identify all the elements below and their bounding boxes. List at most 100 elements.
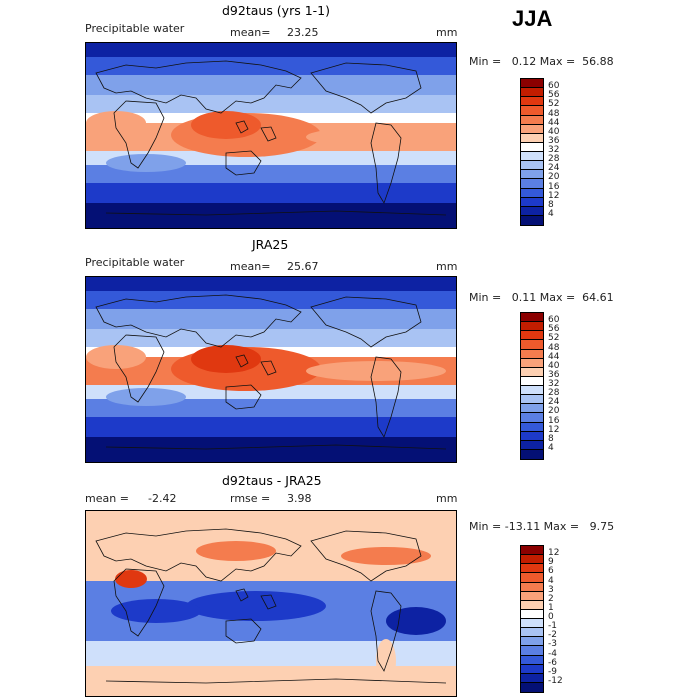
- map-warmpool-core: [191, 345, 261, 373]
- map-band: [86, 417, 456, 437]
- coastline: [95, 60, 302, 114]
- colorbar-tick-label: -9: [548, 666, 557, 677]
- panel-3-title: d92taus - JRA25: [222, 473, 322, 488]
- colorbar-swatch: [521, 386, 543, 396]
- panel-2-title: JRA25: [252, 237, 289, 252]
- panel-2-units: mm: [436, 260, 458, 273]
- map-positive-anomaly: [341, 547, 431, 565]
- colorbar-swatch: [521, 655, 543, 665]
- coastline: [310, 530, 422, 582]
- coastline: [260, 594, 277, 610]
- colorbar-tick-label: 32: [548, 145, 560, 155]
- season-label: JJA: [512, 6, 553, 31]
- colorbar-tick-label: 20: [548, 406, 560, 417]
- colorbar-tick-label: 40: [548, 360, 560, 371]
- colorbar-swatch: [521, 313, 543, 323]
- colorbar-tick-label: 2: [548, 593, 554, 604]
- colorbar-tick-label: 16: [548, 181, 560, 192]
- colorbar-tick-label: -1: [548, 621, 557, 632]
- panel-1-minmax: Min = 0.12 Max = 56.88: [469, 55, 614, 68]
- colorbar-swatch: [521, 609, 543, 619]
- colorbar-tick-label: 28: [548, 154, 560, 165]
- coastline: [370, 122, 402, 204]
- colorbar-tick-label: 12: [548, 548, 560, 559]
- colorbar-tick-label: -6: [548, 657, 557, 668]
- colorbar-swatch: [521, 206, 543, 216]
- coastline: [95, 294, 302, 348]
- colorbar-swatch: [521, 646, 543, 656]
- colorbar-tick-label: 16: [548, 415, 560, 426]
- colorbar-swatch: [521, 440, 543, 450]
- panel-2-colorbar: [520, 312, 544, 460]
- colorbar-tick-label: 24: [548, 397, 560, 408]
- colorbar-tick-label: 0: [548, 612, 554, 622]
- coastline: [260, 360, 277, 376]
- panel-1-title: d92taus (yrs 1-1): [222, 3, 331, 18]
- panel-2-mean-label: mean=: [230, 260, 271, 273]
- map-band: [86, 641, 456, 666]
- map-positive-anomaly: [376, 639, 396, 683]
- map-band: [86, 309, 456, 329]
- coastline: [370, 590, 402, 672]
- panel-2-field-label: Precipitable water: [85, 256, 185, 269]
- colorbar-tick-label: 6: [548, 566, 554, 577]
- colorbar-tick-label: 56: [548, 90, 560, 101]
- colorbar-tick-label: 56: [548, 324, 560, 335]
- coastline: [105, 678, 447, 684]
- colorbar-tick-label: 60: [548, 315, 560, 326]
- map-band: [86, 277, 456, 291]
- colorbar-swatch: [521, 413, 543, 423]
- panel-3-mean-value: -2.42: [148, 492, 177, 505]
- coastline: [235, 354, 249, 368]
- map-band: [86, 95, 456, 113]
- colorbar-swatch: [521, 79, 543, 89]
- colorbar-tick-label: 4: [548, 208, 554, 219]
- panel-2-mean-value: 25.67: [287, 260, 319, 273]
- panel-1-mean-label: mean=: [230, 26, 271, 39]
- coastline: [113, 100, 165, 169]
- coastline: [113, 334, 165, 403]
- colorbar-swatch: [521, 404, 543, 414]
- colorbar-tick-label: 20: [548, 172, 560, 183]
- colorbar-tick-label: 48: [548, 342, 560, 353]
- coastline: [95, 528, 302, 582]
- panel-1-map-svg: [86, 43, 456, 228]
- colorbar-swatch: [521, 619, 543, 629]
- colorbar-tick-label: -3: [548, 639, 557, 650]
- panel-3-map: [85, 510, 457, 697]
- colorbar-tick-label: -4: [548, 648, 557, 659]
- colorbar-swatch: [521, 331, 543, 341]
- map-positive-anomaly: [196, 541, 276, 561]
- colorbar-swatch: [521, 591, 543, 601]
- colorbar-swatch: [521, 106, 543, 116]
- colorbar-swatch: [521, 161, 543, 171]
- colorbar-tick-label: 1: [548, 602, 554, 613]
- colorbar-tick-label: 3: [548, 584, 554, 595]
- panel-1-units: mm: [436, 26, 458, 39]
- colorbar-tick-label: 52: [548, 333, 560, 344]
- colorbar-tick-label: 8: [548, 199, 554, 210]
- panel-1-field-label: Precipitable water: [85, 22, 185, 35]
- colorbar-swatch: [521, 179, 543, 189]
- colorbar-swatch: [521, 349, 543, 359]
- colorbar-swatch: [521, 97, 543, 107]
- panel-1-colorbar: [520, 78, 544, 226]
- map-band: [86, 165, 456, 183]
- map-band: [86, 399, 456, 417]
- map-warmpool-core: [191, 111, 261, 139]
- colorbar-tick-label: 24: [548, 163, 560, 174]
- map-dry-zone: [106, 154, 186, 172]
- colorbar-swatch: [521, 340, 543, 350]
- colorbar-tick-label: 4: [548, 575, 554, 586]
- panel-3-colorbar: [520, 545, 544, 693]
- colorbar-swatch: [521, 188, 543, 198]
- colorbar-tick-label: 8: [548, 433, 554, 444]
- map-band: [86, 75, 456, 95]
- colorbar-swatch: [521, 582, 543, 592]
- colorbar-swatch: [521, 673, 543, 683]
- colorbar-swatch: [521, 88, 543, 98]
- map-band: [86, 291, 456, 309]
- colorbar-swatch: [521, 215, 543, 225]
- colorbar-tick-label: 32: [548, 379, 560, 389]
- map-negative-anomaly: [386, 607, 446, 635]
